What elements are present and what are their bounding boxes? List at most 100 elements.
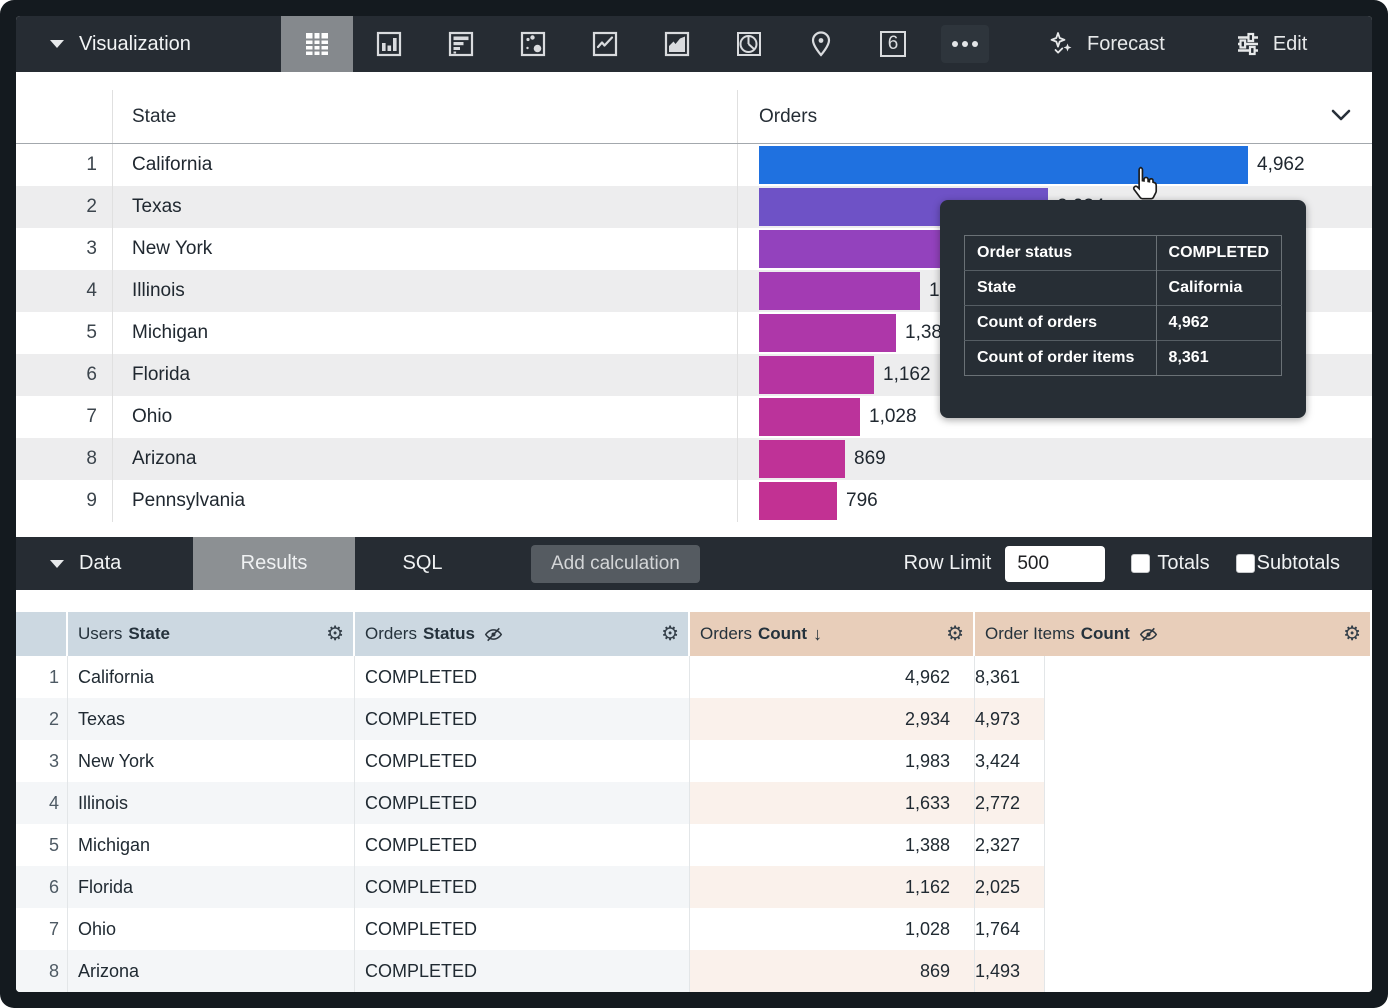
orders-count-cell[interactable]: 1,983 [690, 740, 975, 782]
state-column-header[interactable]: State [112, 90, 737, 143]
viz-type-table-button[interactable] [281, 16, 353, 72]
edit-button[interactable]: Edit [1235, 31, 1307, 57]
state-cell[interactable]: New York [68, 740, 355, 782]
row-index-cell[interactable]: 1 [16, 656, 68, 698]
map-pin-icon [809, 30, 833, 58]
data-table-row: 6 Florida COMPLETED 1,162 2,025 [16, 866, 1372, 908]
orders-bar[interactable] [759, 356, 874, 394]
viz-type-pie-chart-button[interactable] [713, 16, 785, 72]
column-header-count[interactable]: Orders Count ↓ ⚙ [690, 612, 975, 656]
subtotals-checkbox[interactable] [1235, 554, 1255, 573]
order-items-count-cell[interactable]: 1,493 [975, 950, 1046, 992]
order-items-count-cell[interactable]: 3,424 [975, 740, 1046, 782]
state-cell[interactable]: Arizona [68, 950, 355, 992]
forecast-button[interactable]: Forecast [1049, 31, 1165, 57]
gear-icon[interactable]: ⚙ [946, 623, 964, 645]
row-index-cell[interactable]: 4 [16, 782, 68, 824]
status-cell[interactable]: COMPLETED [355, 740, 690, 782]
orders-bar[interactable] [759, 314, 896, 352]
order-items-count-cell[interactable]: 1,764 [975, 908, 1046, 950]
gear-icon[interactable]: ⚙ [326, 623, 344, 645]
viz-type-bar-chart-button[interactable] [425, 16, 497, 72]
bar-value-label: 796 [846, 490, 878, 511]
orders-count-cell[interactable]: 1,388 [690, 824, 975, 866]
column-header-state[interactable]: Users State ⚙ [68, 612, 355, 656]
visualization-section-toggle[interactable]: Visualization [16, 33, 281, 56]
row-limit-label: Row Limit [903, 552, 992, 574]
row-index-cell[interactable]: 2 [16, 698, 68, 740]
viz-type-single-value-button[interactable]: 6 [857, 16, 929, 72]
row-limit-input[interactable] [1005, 545, 1106, 582]
status-cell[interactable]: COMPLETED [355, 782, 690, 824]
row-index-cell[interactable]: 7 [16, 908, 68, 950]
row-index-cell[interactable]: 6 [16, 866, 68, 908]
data-toolbar: Data Results SQL Add calculation Row Lim… [16, 537, 1372, 590]
state-cell[interactable]: California [68, 656, 355, 698]
order-items-count-cell[interactable]: 4,973 [975, 698, 1046, 740]
orders-bar[interactable] [759, 230, 954, 268]
gear-icon[interactable]: ⚙ [661, 623, 679, 645]
add-calculation-button[interactable]: Add calculation [531, 544, 700, 583]
orders-bar[interactable] [759, 398, 860, 436]
row-number-header-cell [16, 612, 68, 656]
orders-bar[interactable] [759, 146, 1248, 184]
orders-count-cell[interactable]: 869 [690, 950, 975, 992]
orders-bar[interactable] [759, 440, 845, 478]
order-items-count-cell[interactable]: 8,361 [975, 656, 1046, 698]
orders-bar[interactable] [759, 482, 837, 520]
viz-state-cell: Texas [112, 186, 737, 228]
viz-row-index: 5 [86, 322, 97, 343]
orders-bar[interactable] [759, 272, 920, 310]
status-cell[interactable]: COMPLETED [355, 866, 690, 908]
orders-count-cell[interactable]: 1,633 [690, 782, 975, 824]
state-cell[interactable]: Ohio [68, 908, 355, 950]
viz-state-cell: California [112, 144, 737, 186]
order-items-count-cell[interactable]: 2,772 [975, 782, 1046, 824]
orders-column-header[interactable]: Orders [737, 90, 1372, 143]
orders-count-cell[interactable]: 1,028 [690, 908, 975, 950]
row-index-cell[interactable]: 3 [16, 740, 68, 782]
row-index-cell[interactable]: 5 [16, 824, 68, 866]
tooltip-field-value: California [1155, 270, 1282, 306]
viz-state-cell: Ohio [112, 396, 737, 438]
viz-type-map-button[interactable] [785, 16, 857, 72]
row-index-cell[interactable]: 8 [16, 950, 68, 992]
order-items-count-cell[interactable]: 2,025 [975, 866, 1046, 908]
tooltip-row: State California [964, 270, 1282, 306]
status-cell[interactable]: COMPLETED [355, 824, 690, 866]
data-table-row: 1 California COMPLETED 4,962 8,361 [16, 656, 1372, 698]
viz-type-scatter-button[interactable] [497, 16, 569, 72]
tab-sql[interactable]: SQL [402, 552, 443, 574]
viz-type-line-chart-button[interactable] [569, 16, 641, 72]
viz-type-column-chart-button[interactable] [353, 16, 425, 72]
state-cell[interactable]: Illinois [68, 782, 355, 824]
orders-count-cell[interactable]: 1,162 [690, 866, 975, 908]
totals-checkbox[interactable] [1131, 554, 1151, 573]
chevron-down-icon[interactable] [1330, 108, 1352, 122]
gear-icon[interactable]: ⚙ [1343, 623, 1361, 645]
state-cell[interactable]: Michigan [68, 824, 355, 866]
state-cell[interactable]: Florida [68, 866, 355, 908]
column-header-status[interactable]: Orders Status ⚙ [355, 612, 690, 656]
orders-count-cell[interactable]: 4,962 [690, 656, 975, 698]
status-cell[interactable]: COMPLETED [355, 908, 690, 950]
single-value-icon: 6 [880, 31, 906, 57]
viz-table-row: 1 California 4,962 [16, 144, 1372, 186]
forecast-label: Forecast [1087, 32, 1165, 55]
viz-state-cell: Florida [112, 354, 737, 396]
viz-type-more-button[interactable] [929, 16, 1001, 72]
orders-count-cell[interactable]: 2,934 [690, 698, 975, 740]
tooltip-field-label: State [964, 270, 1157, 306]
state-cell[interactable]: Texas [68, 698, 355, 740]
status-cell[interactable]: COMPLETED [355, 698, 690, 740]
status-cell[interactable]: COMPLETED [355, 656, 690, 698]
order-items-count-cell[interactable]: 2,327 [975, 824, 1046, 866]
data-section-toggle[interactable]: Data [16, 552, 193, 575]
results-panel: Users State ⚙ Orders Status ⚙ Orders Count ↓ ⚙ Ord… [16, 590, 1372, 992]
column-header-count[interactable]: Order Items Count ⚙ [975, 612, 1372, 656]
viz-bar-cell: 1,028 [737, 396, 1372, 438]
viz-bar-cell: 796 [737, 480, 1372, 522]
viz-type-area-chart-button[interactable] [641, 16, 713, 72]
tab-results[interactable]: Results [193, 537, 355, 590]
status-cell[interactable]: COMPLETED [355, 950, 690, 992]
